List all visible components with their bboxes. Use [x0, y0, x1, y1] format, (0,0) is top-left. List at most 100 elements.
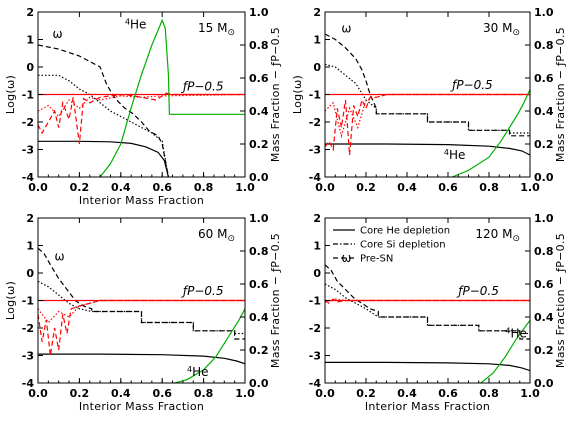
- x-tick-label: 0.8: [479, 181, 499, 194]
- y-left-tick-label: -4: [22, 171, 35, 184]
- y-left-axis-label: Log(ω): [4, 281, 17, 320]
- y-right-tick-label: 0.8: [249, 245, 269, 258]
- y-right-tick-label: 0.2: [534, 138, 554, 151]
- legend-entry: Pre-SN: [360, 254, 393, 265]
- y-right-tick-label: 0.8: [534, 245, 554, 258]
- omega-label: ω: [341, 251, 351, 265]
- series-line-2: [38, 74, 169, 177]
- mass-label: 15 M⊙: [198, 21, 235, 38]
- x-axis-label: Interior Mass Fraction: [79, 400, 204, 413]
- y-right-tick-label: 0.0: [249, 171, 269, 184]
- y-right-axis-label: Mass Fraction − ƒP−0.5: [554, 27, 567, 162]
- y-right-tick-label: 0.6: [534, 72, 554, 85]
- series-group: [325, 33, 530, 177]
- y-left-tick-label: 0: [26, 267, 34, 280]
- y-left-tick-label: -1: [22, 295, 34, 308]
- y-left-tick-label: -3: [309, 144, 321, 157]
- series-line-1: [38, 44, 169, 177]
- y-right-tick-label: 1.0: [249, 212, 269, 225]
- x-tick-label: 0.8: [194, 387, 214, 400]
- y-left-tick-label: -1: [309, 295, 321, 308]
- y-right-axis-label: Mass Fraction − ƒP−0.5: [269, 233, 282, 368]
- x-tick-label: 0.0: [28, 387, 48, 400]
- omega-label: ω: [55, 250, 65, 264]
- fp-label: ƒP−0.5: [181, 79, 224, 93]
- y-right-tick-label: 0.0: [534, 377, 554, 390]
- y-left-tick-label: -3: [22, 350, 34, 363]
- y-left-tick-label: -1: [309, 89, 321, 102]
- series-line-7: [480, 319, 530, 383]
- series-line-5: [38, 92, 245, 145]
- panel-4: 0.0 0.2 0.4 0.6 0.8 1.0 -4 -3 -2 -1 0 1 2 0.0 0.2 0.4 0.…: [309, 212, 567, 413]
- x-tick-label: 1.0: [520, 181, 540, 194]
- series-group: [38, 247, 245, 383]
- series-line-2: [38, 280, 245, 335]
- x-tick-label: 1.0: [520, 387, 540, 400]
- x-axis-label: Interior Mass Fraction: [79, 194, 204, 207]
- y-left-tick-label: -4: [309, 171, 322, 184]
- y-right-tick-label: 0.8: [534, 39, 554, 52]
- series-line-3: [38, 140, 169, 177]
- y-right-tick-label: 0.4: [534, 311, 554, 324]
- series-line-2: [325, 283, 530, 335]
- series-group: [325, 264, 530, 383]
- x-tick-label: 0.0: [28, 181, 48, 194]
- series-line-1: [325, 264, 530, 340]
- series-line-3: [325, 143, 530, 156]
- panel-2: 0.0 0.2 0.4 0.6 0.8 1.0 -4 -3 -2 -1 0 1 2 0.0 0.2 0.4 0.…: [291, 6, 567, 194]
- mass-label: 60 M⊙: [198, 227, 235, 244]
- series-line-5: [38, 299, 245, 356]
- x-tick-label: 0.4: [111, 387, 131, 400]
- panel-3: 0.0 0.2 0.4 0.6 0.8 1.0 -4 -3 -2 -1 0 1 2 0.0 0.2 0.4 0.…: [4, 212, 282, 413]
- series-line-5: [325, 298, 530, 305]
- y-left-tick-label: 0: [26, 61, 34, 74]
- x-axis-label: Interior Mass Fraction: [365, 400, 490, 413]
- x-tick-label: 0.4: [397, 181, 417, 194]
- x-tick-label: 0.8: [479, 387, 499, 400]
- y-left-tick-label: 2: [26, 212, 34, 225]
- y-right-tick-label: 0.0: [534, 171, 554, 184]
- y-right-tick-label: 0.6: [534, 278, 554, 291]
- y-left-tick-label: -2: [309, 116, 321, 129]
- series-line-3: [325, 361, 530, 372]
- omega-label: ω: [341, 22, 351, 36]
- y-left-tick-label: 1: [26, 34, 34, 47]
- x-tick-label: 1.0: [235, 181, 255, 194]
- legend-entry: Core Si depletion: [360, 240, 446, 251]
- series-line-6: [325, 93, 530, 139]
- x-tick-label: 0.8: [194, 181, 214, 194]
- x-tick-label: 0.2: [70, 181, 90, 194]
- x-tick-label: 0.2: [356, 181, 376, 194]
- x-tick-label: 0.6: [152, 181, 172, 194]
- x-tick-label: 0.6: [438, 181, 458, 194]
- x-tick-label: 0.0: [315, 387, 335, 400]
- fp-label: ƒP−0.5: [450, 78, 493, 92]
- he4-label: 4He: [505, 327, 527, 341]
- y-right-tick-label: 1.0: [249, 6, 269, 19]
- x-tick-label: 0.2: [356, 387, 376, 400]
- x-tick-label: 0.6: [438, 387, 458, 400]
- omega-label: ω: [52, 27, 62, 41]
- y-left-tick-label: 2: [313, 212, 321, 225]
- fp-label: ƒP−0.5: [456, 284, 499, 298]
- y-left-tick-label: 2: [26, 6, 34, 19]
- series-line-7: [174, 308, 245, 383]
- he4-label: 4He: [187, 365, 209, 379]
- y-left-tick-label: -4: [22, 377, 35, 390]
- x-tick-label: 0.4: [111, 181, 131, 194]
- y-right-tick-label: 0.6: [249, 278, 269, 291]
- panel-1: 0.0 0.2 0.4 0.6 0.8 1.0 -4 -3 -2 -1 0 1 2 0.0 0.2 0.4 0.…: [4, 6, 282, 207]
- y-left-tick-label: 1: [26, 240, 34, 253]
- y-right-tick-label: 0.8: [249, 39, 269, 52]
- mass-label: 120 M⊙: [475, 227, 520, 244]
- fp-label: ƒP−0.5: [181, 284, 224, 298]
- x-tick-label: 1.0: [235, 387, 255, 400]
- y-right-axis-label: Mass Fraction − ƒP−0.5: [554, 233, 567, 368]
- x-tick-label: 0.0: [315, 181, 335, 194]
- y-right-tick-label: 0.4: [249, 311, 269, 324]
- y-right-tick-label: 0.2: [249, 344, 269, 357]
- series-line-6: [38, 93, 245, 118]
- x-tick-label: 0.4: [397, 387, 417, 400]
- y-left-tick-label: -3: [22, 144, 34, 157]
